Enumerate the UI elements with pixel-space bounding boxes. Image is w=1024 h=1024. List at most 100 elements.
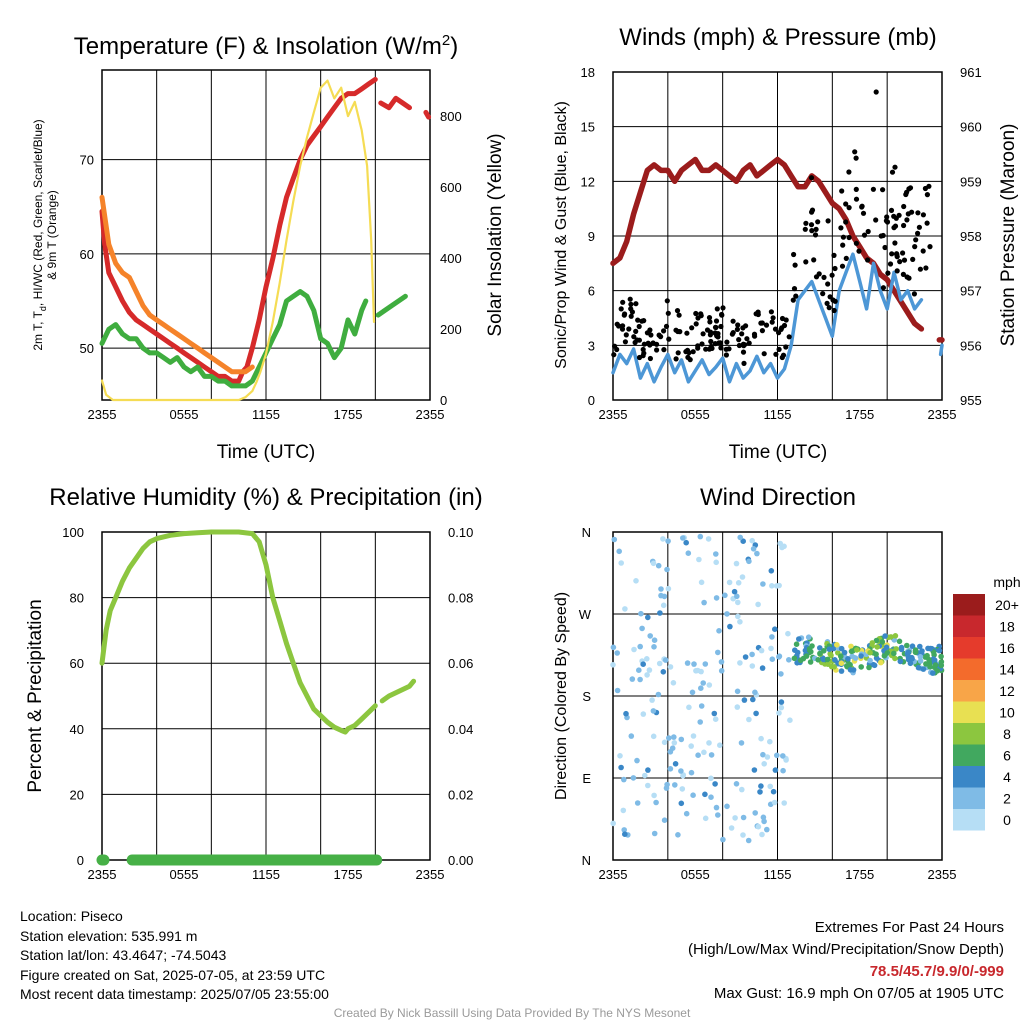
- direction-point: [873, 637, 880, 644]
- direction-point: [637, 676, 643, 683]
- direction-point: [866, 664, 872, 671]
- direction-point: [917, 654, 924, 660]
- legend-label: 16: [999, 640, 1015, 656]
- gust-point: [740, 349, 747, 355]
- gust-point: [893, 215, 899, 221]
- direction-point: [680, 535, 686, 541]
- gust-point: [673, 327, 679, 333]
- gust-point: [712, 330, 718, 336]
- gust-point: [693, 321, 699, 327]
- direction-point: [838, 660, 845, 666]
- direction-point: [650, 708, 657, 714]
- direction-point: [614, 687, 621, 694]
- gust-point: [703, 346, 709, 352]
- legend-swatch: [953, 766, 985, 788]
- direction-point: [623, 710, 629, 717]
- gust-point: [880, 285, 887, 291]
- gust-point: [690, 349, 696, 355]
- direction-point: [749, 651, 755, 658]
- gust-point: [815, 219, 821, 225]
- gust-point: [793, 293, 799, 299]
- direction-point: [610, 644, 617, 651]
- temp-series-temp: [378, 95, 412, 111]
- gust-point: [685, 354, 691, 360]
- gust-point: [636, 337, 643, 343]
- gust-point: [825, 218, 831, 224]
- gust-point: [865, 257, 871, 263]
- gust-point: [911, 291, 918, 297]
- gust-point: [729, 331, 736, 337]
- gust-point: [924, 220, 930, 226]
- direction-point: [847, 667, 854, 673]
- temp-xtick-label: 1155: [252, 407, 280, 422]
- gust-point: [734, 326, 741, 332]
- gust-point: [640, 346, 646, 353]
- direction-point: [638, 610, 644, 617]
- gust-point: [861, 232, 868, 238]
- direction-point: [678, 768, 684, 774]
- gust-point: [892, 223, 899, 229]
- direction-point: [932, 662, 939, 668]
- legend-swatch: [953, 787, 985, 809]
- direction-point: [672, 761, 679, 767]
- gust-point: [865, 228, 871, 235]
- gust-point: [717, 340, 724, 346]
- direction-point: [774, 752, 780, 759]
- direction-point: [667, 664, 674, 670]
- direction-point: [620, 807, 627, 814]
- rh-ytick-right: 0.02: [448, 787, 473, 802]
- temp-series-temp: [99, 76, 378, 384]
- direction-point: [611, 536, 618, 543]
- gust-point: [917, 266, 924, 272]
- direction-point: [650, 560, 657, 567]
- wind-ytick-right: 955: [960, 393, 982, 408]
- gust-point: [783, 317, 789, 323]
- rh-xtick-label: 1755: [334, 867, 363, 882]
- direction-point: [815, 657, 821, 663]
- gust-point: [778, 326, 784, 332]
- gust-point: [839, 188, 845, 194]
- direction-point: [663, 785, 670, 791]
- legend-swatch: [953, 594, 985, 616]
- direction-point: [610, 662, 616, 668]
- gust-point: [853, 240, 860, 246]
- gust-point: [618, 306, 624, 312]
- direction-point: [686, 704, 692, 711]
- direction-point: [925, 645, 931, 652]
- gust-point: [743, 323, 749, 329]
- max-gust-point: [873, 89, 879, 95]
- direction-point: [718, 659, 725, 665]
- gust-point: [894, 268, 900, 274]
- gust-point: [924, 192, 931, 198]
- temp-xtick-label: 1755: [334, 407, 363, 422]
- direction-point: [888, 634, 894, 640]
- gust-point: [892, 240, 898, 246]
- gust-point: [700, 331, 706, 337]
- direction-point: [879, 639, 886, 645]
- gust-point: [723, 346, 729, 352]
- direction-point: [702, 791, 708, 798]
- gust-point: [808, 175, 815, 181]
- direction-point: [660, 602, 667, 609]
- direction-point: [828, 652, 834, 659]
- direction-point: [658, 586, 664, 592]
- direction-point: [917, 658, 924, 664]
- gust-point: [654, 341, 660, 347]
- direction-point: [735, 613, 741, 620]
- recent-timestamp: Most recent data timestamp: 2025/07/05 2…: [20, 986, 329, 1002]
- wind-ylabel-left: Sonic/Prop Wind & Gust (Blue, Black): [553, 101, 570, 369]
- direction-point: [734, 688, 741, 695]
- direction-point: [651, 830, 658, 837]
- direction-point: [645, 767, 651, 773]
- direction-point: [636, 667, 642, 673]
- direction-point: [616, 548, 622, 555]
- gust-point: [915, 230, 921, 236]
- gust-point: [852, 149, 858, 155]
- rh-chart-title: Relative Humidity (%) & Precipitation (i…: [49, 484, 482, 511]
- gust-point: [909, 209, 915, 215]
- gust-point: [713, 318, 720, 324]
- direction-point: [713, 595, 720, 601]
- gust-point: [633, 301, 639, 307]
- gust-point: [758, 320, 764, 326]
- wind-speed-line: [611, 252, 924, 384]
